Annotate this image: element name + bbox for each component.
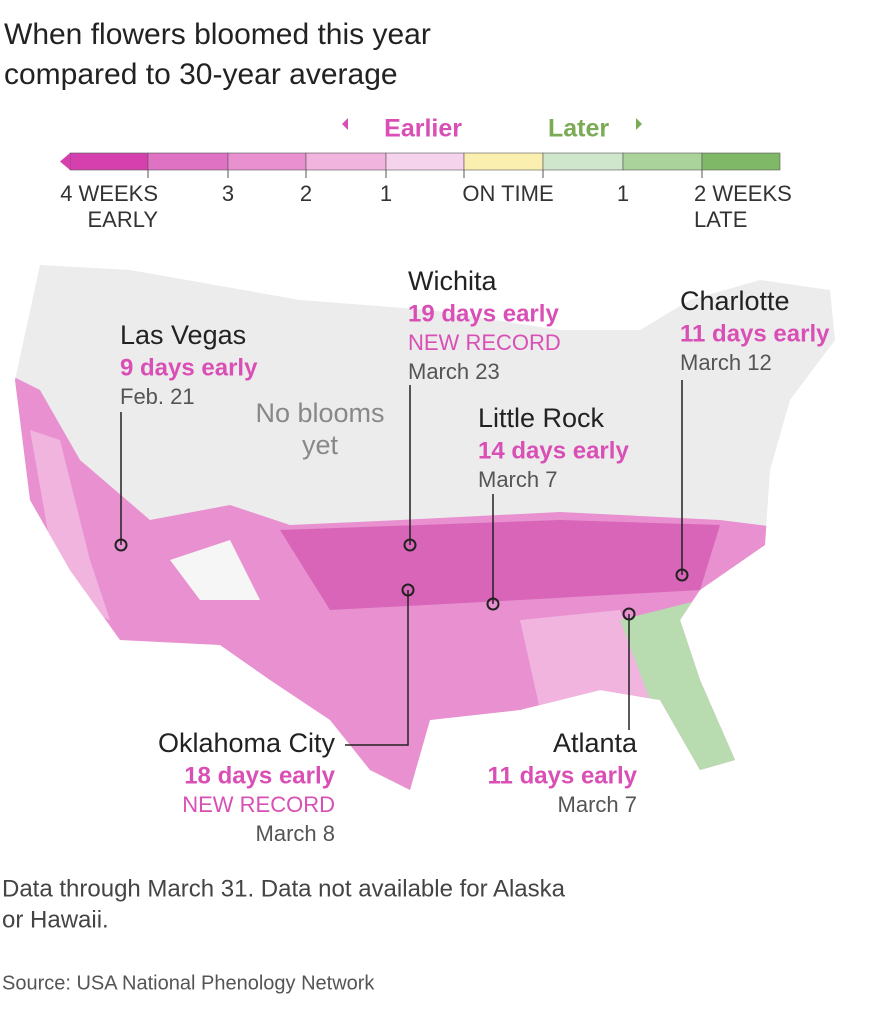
city-detail: 14 days early [478, 437, 629, 464]
city-detail: 19 days early [408, 300, 559, 327]
arrow [636, 118, 642, 130]
city-dot [622, 607, 636, 621]
legend-swatch [69, 152, 149, 171]
legend-label: LATE [694, 207, 747, 232]
legend-later: Later [548, 115, 609, 143]
city-name: Wichita [408, 266, 497, 296]
city-detail: 11 days early [488, 762, 638, 789]
legend-swatch [701, 152, 781, 171]
city-record: NEW RECORD [182, 792, 335, 817]
city-detail: 9 days early [120, 354, 258, 381]
city-name: Las Vegas [120, 320, 246, 350]
title: compared to 30-year average [4, 58, 398, 91]
city-dot [114, 538, 128, 552]
city-dot [403, 538, 417, 552]
legend-label: 2 [300, 181, 312, 206]
city-date: March 12 [680, 350, 772, 375]
legend-label: 2 WEEKS [694, 181, 792, 206]
city-dot [675, 568, 689, 582]
legend-earlier: Earlier [384, 115, 462, 143]
city-name: Charlotte [680, 286, 790, 316]
legend-arrow-tip [60, 153, 70, 170]
arrow [342, 118, 348, 130]
title: When flowers bloomed this year [4, 18, 431, 51]
map-label: yet [302, 430, 339, 460]
city-detail: 18 days early [184, 762, 335, 789]
source: Source: USA National Phenology Network [2, 972, 375, 994]
city-detail: 11 days early [680, 320, 830, 347]
note: Data through March 31. Data not availabl… [2, 875, 566, 902]
legend-label: 1 [380, 181, 392, 206]
legend-swatch [542, 152, 624, 171]
legend-label: 1 [617, 181, 629, 206]
legend-swatch [305, 152, 387, 171]
note: or Hawaii. [2, 906, 109, 933]
legend-label: EARLY [87, 207, 158, 232]
leader-line [345, 590, 409, 746]
city-dot [486, 597, 500, 611]
city-name: Little Rock [478, 403, 605, 433]
legend-swatch [622, 152, 703, 171]
city-name: Atlanta [553, 728, 638, 758]
map-label: No blooms [255, 398, 384, 428]
legend-swatch [385, 152, 465, 171]
city-dot [401, 583, 415, 597]
city-date: Feb. 21 [120, 384, 195, 409]
city-date: March 23 [408, 359, 500, 384]
legend-swatch [147, 152, 229, 171]
legend-swatch [463, 152, 544, 171]
legend-swatch [227, 152, 307, 171]
city-date: March 7 [558, 792, 637, 817]
city-name: Oklahoma City [158, 728, 336, 758]
city-date: March 7 [478, 467, 557, 492]
city-date: March 8 [256, 821, 335, 846]
city-record: NEW RECORD [408, 330, 561, 355]
legend-label: 4 WEEKS [60, 181, 158, 206]
legend-label: ON TIME [462, 181, 553, 206]
legend-label: 3 [222, 181, 234, 206]
